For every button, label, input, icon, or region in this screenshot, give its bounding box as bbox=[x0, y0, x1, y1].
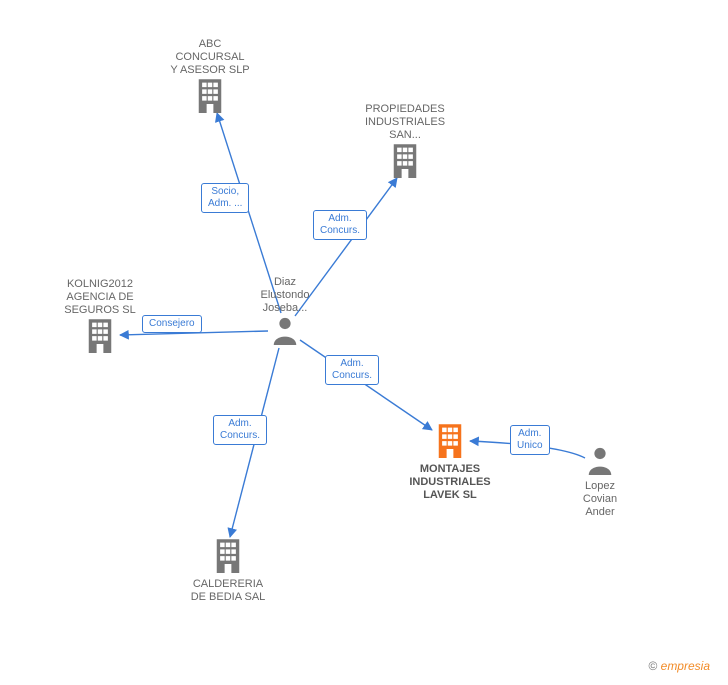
node-lopez: Lopez Covian Ander bbox=[583, 445, 617, 519]
node-label: KOLNIG2012 AGENCIA DE SEGUROS SL bbox=[64, 278, 136, 317]
node-label: MONTAJES INDUSTRIALES LAVEK SL bbox=[409, 463, 490, 502]
node-label: CALDERERIA DE BEDIA SAL bbox=[191, 578, 266, 604]
person-icon bbox=[270, 315, 300, 345]
building-icon bbox=[387, 142, 423, 178]
edge-label-lopez-montajes: Adm. Unico bbox=[510, 425, 550, 455]
node-label: PROPIEDADES INDUSTRIALES SAN... bbox=[365, 103, 445, 142]
brand-name: empresia bbox=[661, 659, 710, 673]
building-icon bbox=[82, 317, 118, 353]
node-label: Lopez Covian Ander bbox=[583, 480, 617, 519]
building-icon bbox=[432, 422, 468, 458]
building-icon bbox=[210, 537, 246, 573]
footer: © empresia bbox=[648, 659, 710, 673]
node-diaz: Diaz Elustondo Joseba... bbox=[261, 276, 310, 350]
node-label: ABC CONCURSAL Y ASESOR SLP bbox=[170, 38, 249, 77]
node-kolnig: KOLNIG2012 AGENCIA DE SEGUROS SL bbox=[64, 278, 136, 358]
edge-diaz-prop bbox=[295, 178, 397, 316]
node-label: Diaz Elustondo Joseba... bbox=[261, 276, 310, 315]
building-icon bbox=[192, 77, 228, 113]
edge-label-diaz-kolnig: Consejero bbox=[142, 315, 202, 333]
network-diagram: { "diagram": { "type": "network", "backg… bbox=[0, 0, 728, 685]
edge-label-diaz-montajes: Adm. Concurs. bbox=[325, 355, 379, 385]
node-cald: CALDERERIA DE BEDIA SAL bbox=[191, 537, 266, 604]
edge-label-diaz-cald: Adm. Concurs. bbox=[213, 415, 267, 445]
edge-label-diaz-abc: Socio, Adm. ... bbox=[201, 183, 249, 213]
copyright-symbol: © bbox=[648, 659, 657, 673]
node-montajes: MONTAJES INDUSTRIALES LAVEK SL bbox=[409, 422, 490, 502]
edge-label-diaz-prop: Adm. Concurs. bbox=[313, 210, 367, 240]
person-icon bbox=[585, 445, 615, 475]
edge-diaz-montajes bbox=[300, 340, 432, 430]
node-prop: PROPIEDADES INDUSTRIALES SAN... bbox=[365, 103, 445, 183]
node-abc: ABC CONCURSAL Y ASESOR SLP bbox=[170, 38, 249, 118]
